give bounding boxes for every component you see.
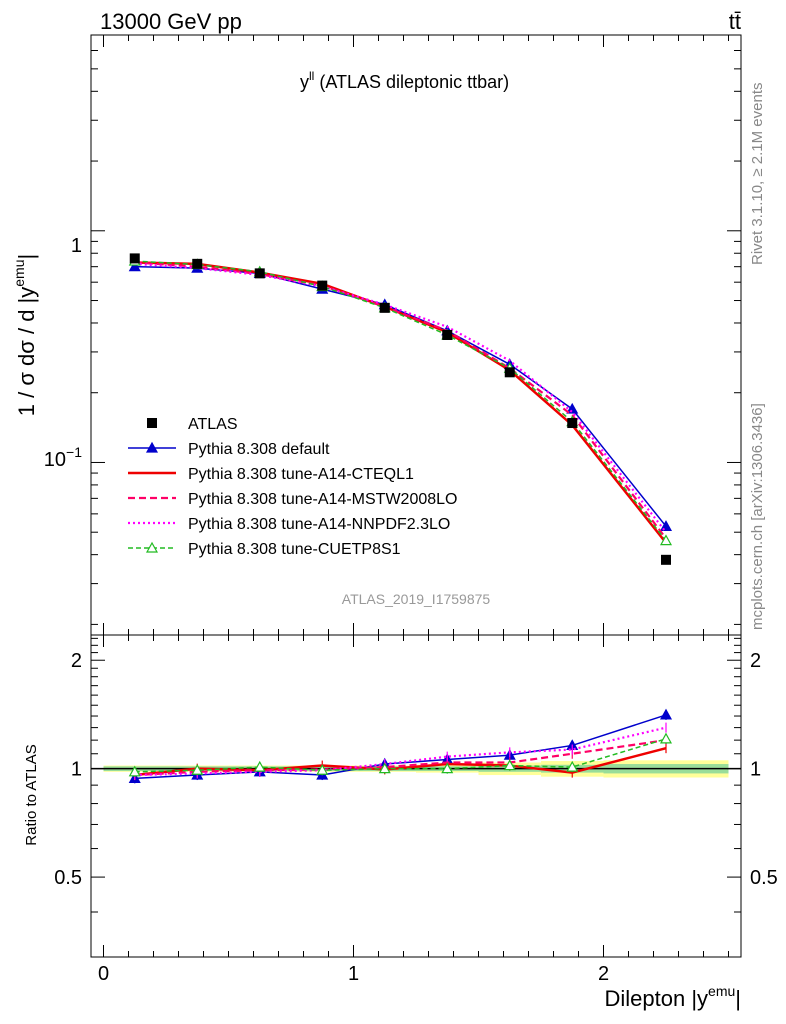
ratio-point — [659, 708, 673, 720]
series-point — [128, 260, 141, 272]
ratio-point — [316, 763, 329, 775]
legend-marker — [147, 418, 157, 428]
legend-label: Pythia 8.308 tune-CUETP8S1 — [188, 541, 401, 558]
ratio-point — [191, 763, 204, 775]
legend-label: Pythia 8.308 tune-A14-NNPDF2.3LO — [188, 516, 450, 533]
x-tick-label: 0 — [98, 963, 109, 985]
energy-label: 13000 GeV pp — [100, 9, 242, 34]
data-point — [317, 280, 328, 291]
ratio-y-tick-label-right: 0.5 — [750, 867, 778, 889]
legend-marker — [145, 441, 159, 453]
y-axis-label: 1 / σ dσ / d |yemu| — [11, 254, 39, 416]
data-point — [192, 258, 203, 269]
ratio-point — [378, 762, 391, 774]
series-point — [659, 534, 673, 546]
legend-label: Pythia 8.308 tune-A14-MSTW2008LO — [188, 491, 457, 508]
y-tick-label-0.1: 10−1 — [44, 444, 82, 471]
ratio-y-tick-label-right: 2 — [750, 650, 761, 672]
ratio-point — [503, 759, 516, 771]
data-point — [129, 253, 140, 264]
data-point — [661, 554, 671, 565]
ratio-y-tick-label-right: 1 — [750, 759, 761, 781]
series-line-0 — [134, 265, 667, 527]
ratio-panel: 0 1 2 0.5 0.5 1 1 2 2 Ratio to ATLAS Dilepton |y… — [23, 634, 778, 1011]
main-panel: yll (ATLAS dileptonic ttbar) ATLAS_2019_… — [11, 34, 742, 647]
x-tick-label: 1 — [348, 963, 359, 985]
data-point — [442, 329, 453, 340]
ratio-point — [128, 765, 141, 777]
process-label: tt̄ — [729, 9, 741, 34]
series-line-3 — [134, 262, 667, 533]
ratio-y-tick-label: 0.5 — [54, 867, 82, 889]
ratio-point — [659, 732, 673, 744]
ratio-y-tick-label: 2 — [71, 650, 82, 672]
series-point — [566, 402, 579, 414]
legend-label: Pythia 8.308 tune-A14-CTEQL1 — [188, 466, 414, 483]
ratio-y-axis-label: Ratio to ATLAS — [23, 744, 40, 845]
data-point — [379, 302, 390, 313]
site-label: mcplots.cern.ch [arXiv:1306.3436] — [749, 403, 766, 630]
data-point — [567, 418, 578, 429]
ratio-point — [253, 760, 266, 772]
data-point — [254, 268, 265, 279]
ratio-y-tick-label: 1 — [71, 759, 82, 781]
ratio-frame — [90, 634, 742, 958]
chart-title: yll (ATLAS dileptonic ttbar) — [300, 69, 509, 92]
ratio-point — [566, 760, 579, 772]
x-axis-label: Dilepton |yemu| — [605, 983, 742, 1011]
x-tick-label: 2 — [598, 963, 609, 985]
ratio-point — [441, 762, 454, 774]
series-line-4 — [134, 260, 667, 542]
y-tick-label-1: 1 — [71, 235, 82, 257]
legend-label: ATLAS — [188, 416, 238, 433]
legend: ATLAS Pythia 8.308 default Pythia 8.308 tu… — [128, 416, 457, 558]
legend-label: Pythia 8.308 default — [188, 441, 330, 458]
analysis-label: ATLAS_2019_I1759875 — [342, 591, 491, 607]
data-point — [504, 367, 515, 378]
rivet-label: Rivet 3.1.10, ≥ 2.1M events — [749, 83, 766, 266]
ratio-line-2 — [134, 739, 667, 777]
legend-marker — [145, 541, 159, 553]
